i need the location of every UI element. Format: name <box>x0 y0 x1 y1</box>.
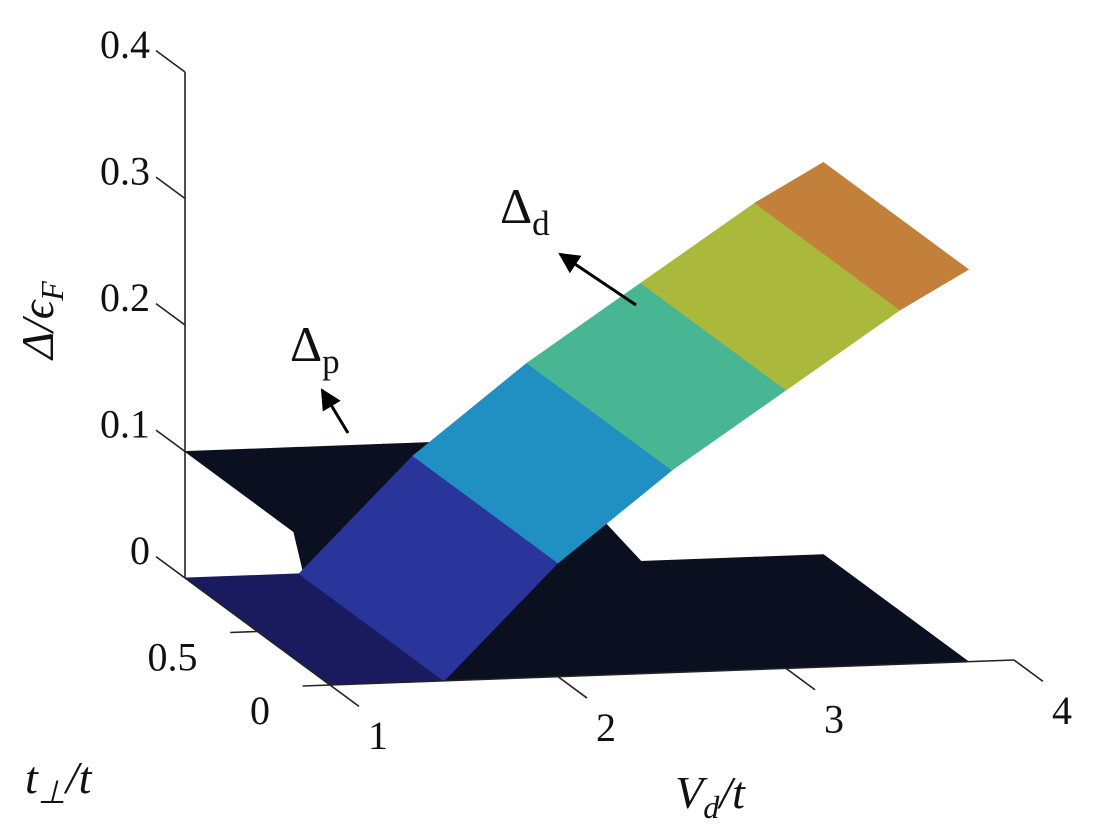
x-tick-label: 4 <box>1052 688 1072 733</box>
z-tick <box>155 49 186 73</box>
x-tick <box>785 667 816 691</box>
z-tick <box>155 176 186 200</box>
x-tick-label: 2 <box>596 705 616 750</box>
annotation-sub: d <box>532 204 550 243</box>
y-axis-label-tail: /t <box>63 752 93 803</box>
y-tick-label: 0.5 <box>148 635 198 680</box>
x-tick <box>1013 659 1044 683</box>
z-tick-label: 0.3 <box>100 148 150 193</box>
annotation-main: Δ <box>500 178 532 234</box>
x-axis-label-tail: /t <box>716 767 746 818</box>
surfaces <box>183 162 970 686</box>
x-tick <box>329 684 360 708</box>
arrow <box>558 252 637 307</box>
y-axis-label-sub: ⊥ <box>38 774 66 810</box>
x-axis-label-sub: d <box>703 789 720 825</box>
x-axis-label-main: V <box>675 767 708 818</box>
x-tick-label: 3 <box>824 697 844 742</box>
annotation-main: Δ <box>290 316 322 372</box>
z-axis-label-sub: F <box>34 281 70 302</box>
x-axis-label: Vd/t <box>675 767 746 826</box>
x-tick <box>557 676 588 699</box>
x-tick-label: 1 <box>368 713 388 758</box>
annotation-sub: p <box>322 342 340 381</box>
y-tick-label: 0 <box>250 688 270 733</box>
axes: 1 2 3 4 0 0.5 0 0.1 0.2 0.3 0.4 <box>100 22 1072 758</box>
z-tick-label: 0.2 <box>100 275 150 320</box>
y-tick <box>302 684 331 687</box>
y-axis-label: t⊥/t <box>25 752 93 811</box>
z-axis-label: Δ/ϵF <box>12 281 71 361</box>
arrow <box>320 388 350 434</box>
annotation: Δp <box>290 316 340 381</box>
z-tick <box>155 429 186 453</box>
z-tick <box>155 555 186 579</box>
z-tick-label: 0 <box>130 528 150 573</box>
surface-patch <box>863 242 970 311</box>
y-tick <box>230 630 258 634</box>
y-axis-label-main: t <box>25 752 39 803</box>
z-axis-label-main: Δ/ϵ <box>12 298 63 361</box>
z-tick-label: 0.1 <box>100 401 150 446</box>
z-tick-label: 0.4 <box>100 22 150 67</box>
z-tick <box>155 302 186 326</box>
annotation: Δd <box>500 178 550 243</box>
x-axis <box>329 659 1015 686</box>
